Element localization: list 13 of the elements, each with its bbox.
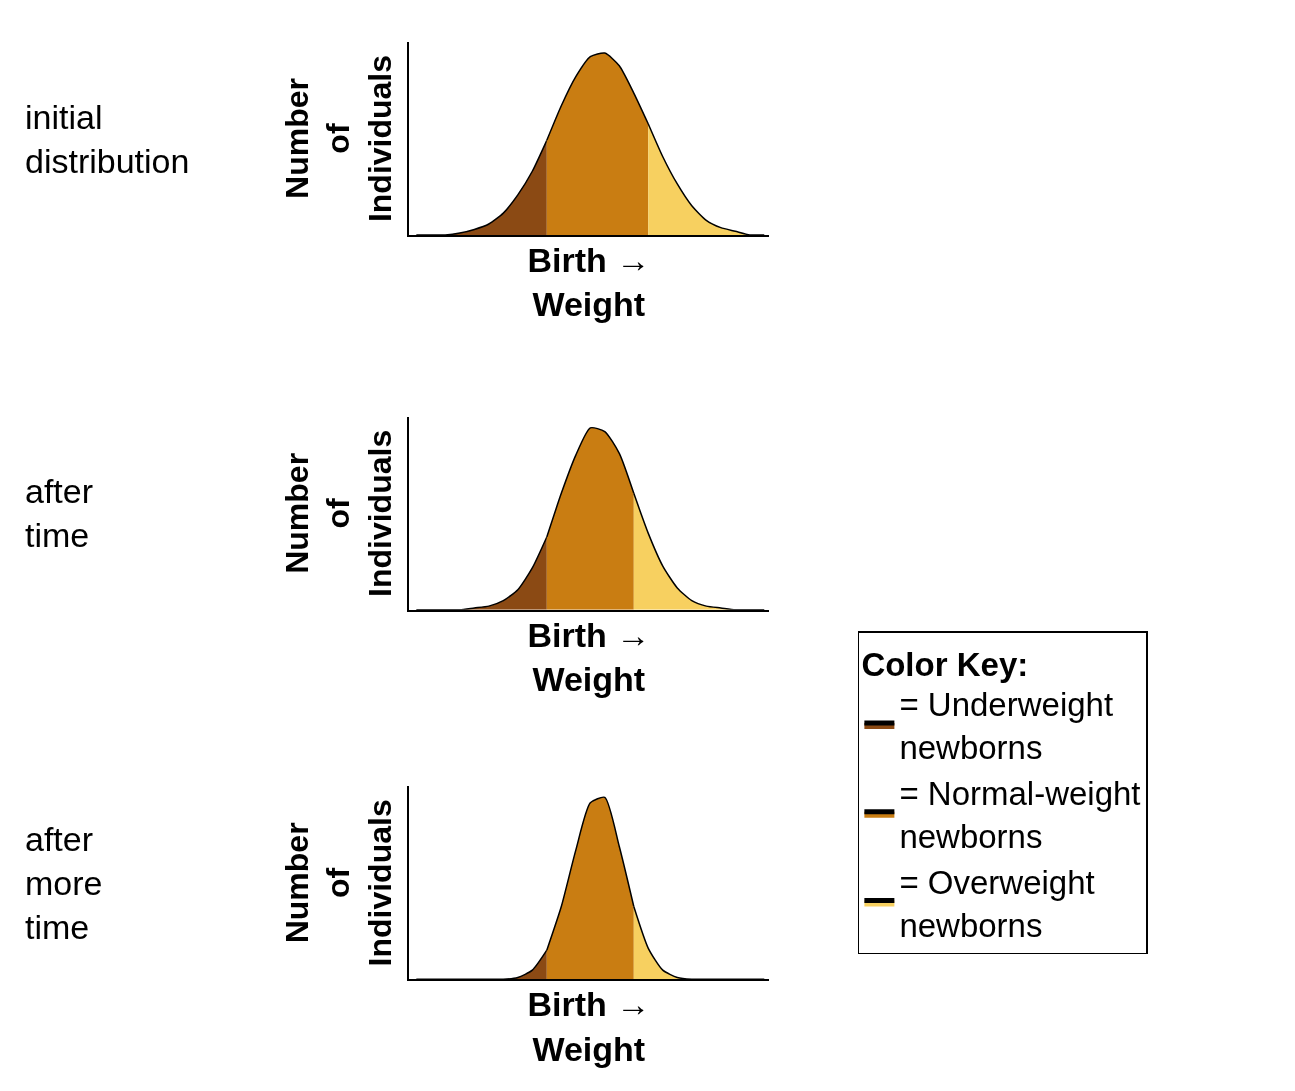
x-axis-title: Birth → Weight [527, 241, 651, 324]
legend-label: = Normal-weight newborns [899, 775, 1141, 856]
y-axis-title: Number of Individuals [278, 799, 398, 967]
legend-label: = Underweight newborns [899, 686, 1114, 767]
y-axis-title: Number of Individuals [278, 54, 398, 223]
y-axis-title: Number of Individuals [278, 429, 398, 597]
legend-label: = Overweight newborns [899, 864, 1095, 944]
legend-title: Color Key: [861, 645, 1029, 683]
text: after time [25, 472, 94, 555]
text: after more time [25, 820, 103, 947]
x-axis-title: Birth → Weight [527, 985, 651, 1068]
text: initial distribution [25, 98, 190, 181]
x-axis-title: Birth → Weight [527, 615, 651, 699]
